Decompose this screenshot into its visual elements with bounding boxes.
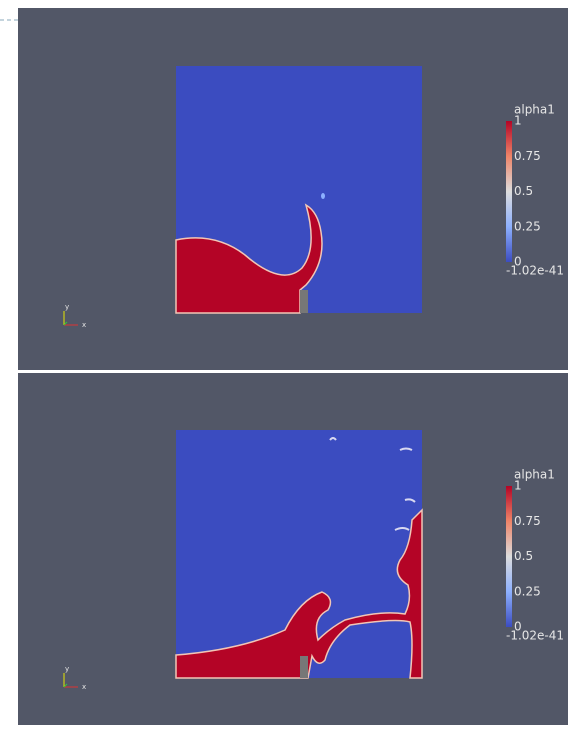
legend-label: 0.75	[514, 149, 541, 163]
legend-label: -1.02e-41	[506, 629, 564, 643]
axis-label-y: y	[65, 303, 69, 311]
color-bar	[506, 121, 512, 262]
spray	[329, 437, 416, 531]
droplet	[321, 193, 325, 199]
legend-label: 0.25	[514, 584, 541, 598]
axis-z	[63, 683, 68, 688]
legend-label: 0	[514, 255, 522, 269]
legend-label: 1	[514, 114, 522, 128]
legend-label: -1.02e-41	[506, 264, 564, 278]
legend-label: 0	[514, 620, 522, 634]
legend-label: 0.5	[514, 184, 533, 198]
axis-label-x: x	[82, 683, 86, 691]
fluid	[175, 203, 323, 314]
legend-label: 0.25	[514, 219, 541, 233]
obstacle	[300, 656, 308, 678]
legend-label: 0.5	[514, 549, 533, 563]
legend-label: 1	[514, 479, 522, 493]
legend-title: alpha1	[514, 103, 555, 117]
legend-title: alpha1	[514, 468, 555, 482]
axis-z	[63, 321, 68, 326]
obstacle	[300, 290, 308, 313]
color-bar	[506, 486, 512, 627]
axis-label-x: x	[82, 321, 86, 329]
legend-label: 0.75	[514, 514, 541, 528]
fluid	[175, 508, 423, 679]
axis-label-y: y	[65, 665, 69, 673]
